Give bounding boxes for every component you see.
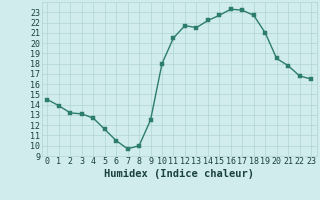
- X-axis label: Humidex (Indice chaleur): Humidex (Indice chaleur): [104, 169, 254, 179]
